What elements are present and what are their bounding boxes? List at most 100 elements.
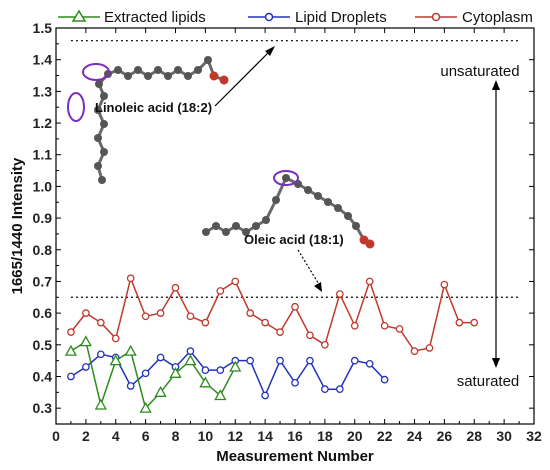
- oleic-atom: [352, 222, 360, 230]
- data-point-extracted-lipids: [109, 354, 122, 366]
- linoleic-atom: [100, 148, 108, 156]
- legend-label-extracted-lipids: Extracted lipids: [104, 9, 206, 26]
- series-line-extracted-lipids: [70, 340, 236, 410]
- oleic-atom: [344, 212, 352, 220]
- linoleic-atom: [94, 106, 102, 114]
- data-point-extracted-lipids: [64, 344, 78, 356]
- series-line-lipid-droplets: [70, 349, 386, 398]
- data-point-lipid-droplets: [291, 378, 299, 387]
- x-tick-label: 16: [287, 428, 303, 444]
- legend-marker-cytoplasm: [431, 12, 441, 22]
- x-tick-label: 20: [347, 428, 363, 444]
- data-series: [64, 274, 479, 413]
- oleic-atom: [324, 198, 332, 206]
- data-point-extracted-lipids: [169, 366, 182, 378]
- oleic-acid-label: Oleic acid (18:1): [244, 232, 344, 247]
- oleic-atom: [314, 192, 322, 200]
- data-point-cytoplasm: [96, 318, 105, 327]
- data-point-lipid-droplets: [350, 356, 359, 365]
- data-point-cytoplasm: [291, 302, 299, 311]
- data-point-lipid-droplets: [276, 356, 284, 365]
- linoleic-atom: [134, 66, 142, 74]
- oleic-acid-molecule: [202, 170, 375, 249]
- legend-item-cytoplasm: Cytoplasm: [415, 9, 533, 26]
- data-point-cytoplasm: [246, 309, 255, 317]
- data-point-cytoplasm: [186, 312, 195, 321]
- oleic-atom: [202, 228, 210, 236]
- x-tick-label: 14: [257, 428, 273, 444]
- data-point-lipid-droplets: [246, 356, 255, 365]
- legend-label-cytoplasm: Cytoplasm: [462, 9, 533, 26]
- data-point-cytoplasm: [276, 328, 284, 336]
- legend-marker-lipid-droplets: [264, 12, 274, 22]
- data-point-lipid-droplets: [306, 356, 314, 365]
- y-tick-label: 1.1: [33, 147, 53, 163]
- oleic-atom: [272, 196, 280, 204]
- data-point-cytoplasm: [470, 318, 479, 327]
- data-point-lipid-droplets: [201, 366, 210, 374]
- linoleic-oxygen-atom: [219, 75, 229, 85]
- data-point-extracted-lipids: [124, 344, 137, 356]
- data-point-extracted-lipids: [154, 385, 167, 397]
- data-point-cytoplasm: [156, 309, 165, 317]
- data-point-cytoplasm: [455, 318, 464, 327]
- data-point-cytoplasm: [380, 321, 389, 330]
- data-point-extracted-lipids: [94, 398, 107, 410]
- oleic-atom: [282, 174, 290, 182]
- x-tick-label: 12: [227, 428, 243, 444]
- data-point-extracted-lipids: [199, 376, 212, 388]
- data-point-cytoplasm: [67, 328, 75, 336]
- data-point-lipid-droplets: [335, 385, 344, 394]
- y-tick-label: 0.8: [33, 242, 53, 258]
- linoleic-atom: [184, 72, 192, 80]
- oleic-arrow-head: [314, 282, 322, 292]
- y-tick-label: 0.9: [33, 210, 53, 226]
- oleic-atom: [222, 228, 230, 236]
- data-point-lipid-droplets: [82, 363, 90, 371]
- x-tick-label: 30: [496, 428, 512, 444]
- y-tick-label: 1.2: [33, 115, 53, 131]
- y-tick-label: 1.3: [33, 83, 53, 99]
- x-tick-label: 18: [317, 428, 333, 444]
- data-point-cytoplasm: [425, 344, 434, 352]
- linoleic-bond-chain: [96, 57, 225, 181]
- legend-label-lipid-droplets: Lipid Droplets: [295, 9, 387, 26]
- data-point-lipid-droplets: [96, 350, 105, 359]
- data-point-cytoplasm: [365, 277, 374, 286]
- series-extracted-lipids: [64, 335, 242, 413]
- data-point-lipid-droplets: [67, 372, 75, 381]
- x-tick-label: 4: [112, 428, 120, 444]
- linoleic-atom: [124, 72, 132, 80]
- saturated-label: saturated: [457, 373, 520, 390]
- data-point-cytoplasm: [350, 321, 359, 330]
- data-point-extracted-lipids: [229, 360, 242, 372]
- linoleic-arrow: [214, 50, 271, 107]
- y-tick-label: 0.5: [33, 337, 53, 353]
- x-axis-title: Measurement Number: [216, 448, 374, 465]
- legend: Extracted lipids Lipid Droplets Cytoplas…: [58, 9, 533, 26]
- linoleic-atom: [95, 80, 103, 88]
- linoleic-atom: [164, 72, 172, 80]
- data-point-lipid-droplets: [141, 369, 150, 378]
- oleic-atom: [252, 222, 260, 230]
- data-point-extracted-lipids: [184, 354, 197, 366]
- data-point-cytoplasm: [335, 290, 344, 298]
- saturation-arrow-head-down: [492, 358, 500, 368]
- y-axis: 0.3 0.4 0.5 0.6 0.7 0.8 0.9 1.0 1.1 1.2 1.3 1.4 1.5: [33, 20, 534, 425]
- oleic-atom: [212, 222, 220, 230]
- data-point-extracted-lipids: [139, 401, 152, 413]
- oleic-oxygen-atom: [365, 239, 375, 249]
- data-point-lipid-droplets: [126, 382, 135, 390]
- linoleic-atom: [114, 66, 122, 74]
- oleic-atom: [304, 186, 312, 194]
- linoleic-atom: [174, 66, 182, 74]
- oleic-atom: [242, 228, 250, 236]
- linoleic-atom: [100, 92, 108, 100]
- linoleic-atom: [94, 134, 102, 142]
- x-tick-label: 26: [437, 428, 453, 444]
- data-point-cytoplasm: [395, 325, 404, 333]
- data-point-lipid-droplets: [261, 391, 269, 400]
- y-tick-label: 0.4: [33, 368, 53, 384]
- data-point-cytoplasm: [216, 287, 225, 295]
- data-point-extracted-lipids: [214, 389, 227, 401]
